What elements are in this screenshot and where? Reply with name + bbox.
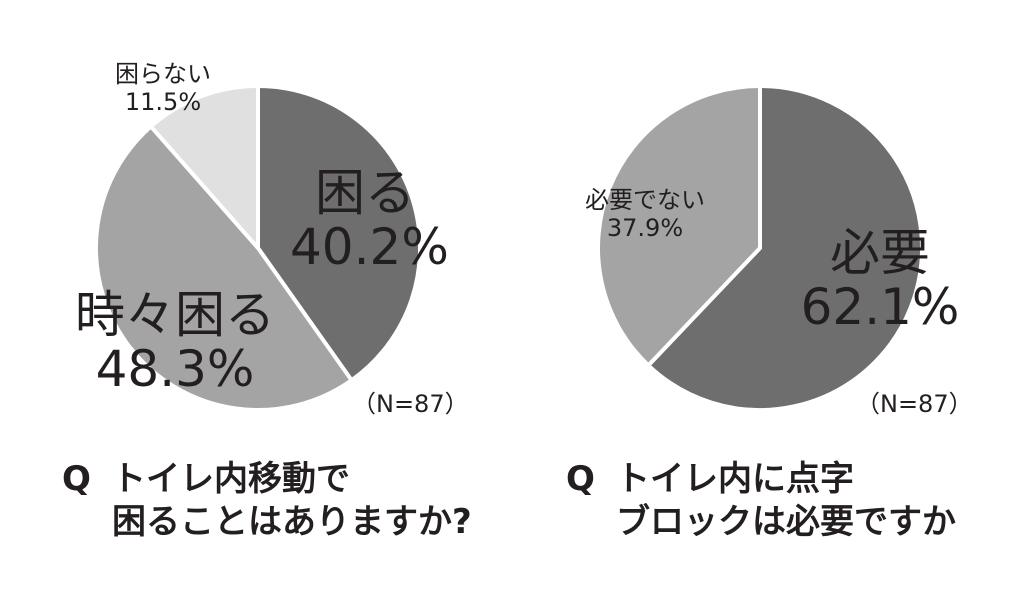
slice-label-komaru: 困る 40.2% — [290, 164, 449, 276]
left-pie-slice-2 — [148, 84, 260, 250]
pie-chart-left-svg — [93, 84, 422, 412]
slice-label-hitsuyou: 必要 62.1% — [790, 228, 970, 332]
slice-label-tokidoki-komaru: 時々困る 48.3% — [55, 290, 295, 394]
slice-name: 困らない — [115, 60, 211, 88]
question-text: Q トイレ内移動で 困ることはありますか? — [62, 458, 482, 548]
sample-size-note: （N=87） — [856, 390, 973, 418]
right-pie-slice-1 — [596, 84, 762, 368]
slice-label-hitsuyou-denai: 必要でない 37.9% — [560, 188, 730, 240]
slice-name: 困る — [315, 164, 415, 222]
left-pie-slice-0 — [256, 84, 422, 383]
question-lines: トイレ内に点字 ブロックは必要ですか — [616, 458, 956, 543]
slice-value: 48.3% — [95, 340, 255, 398]
question-line: 困ることはありますか? — [112, 501, 472, 542]
question-line: トイレ内に点字 — [616, 459, 854, 499]
question-mark: Q — [62, 459, 91, 499]
question-lines: トイレ内移動で 困ることはありますか? — [112, 458, 472, 543]
question-line: トイレ内移動で — [112, 459, 350, 499]
slice-value: 37.9% — [606, 214, 684, 242]
sample-size-note: （N=87） — [352, 390, 469, 418]
slice-name: 必要でない — [585, 186, 705, 214]
slice-value: 40.2% — [290, 218, 449, 276]
slice-value: 62.1% — [800, 278, 960, 336]
slice-label-komaranai: 困らない 11.5% — [98, 62, 228, 114]
slice-value: 11.5% — [124, 88, 202, 116]
pie-chart-right-svg — [596, 84, 924, 412]
right-pie-slice-0 — [646, 84, 924, 412]
question-line: ブロックは必要ですか — [616, 501, 956, 542]
question-text: Q トイレ内に点字 ブロックは必要ですか — [566, 458, 986, 548]
slice-name: 時々困る — [75, 286, 275, 344]
slice-name: 必要 — [830, 224, 930, 282]
question-mark: Q — [566, 459, 595, 499]
left-pie-slice-1 — [93, 124, 354, 412]
